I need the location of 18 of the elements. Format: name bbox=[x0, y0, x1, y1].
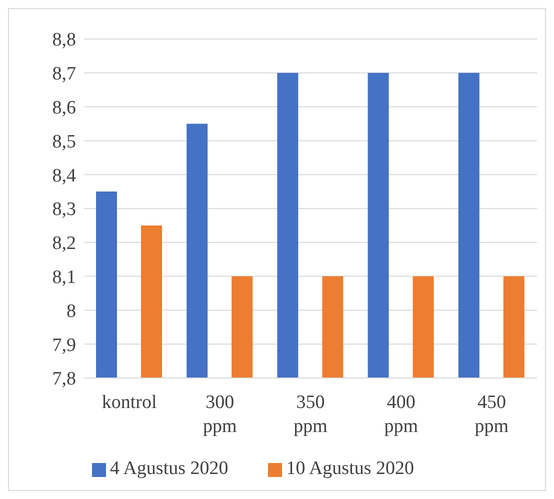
legend-label: 4 Agustus 2020 bbox=[110, 458, 228, 479]
y-tick-label: 8,5 bbox=[52, 131, 76, 152]
x-tick-label: 350 ppm bbox=[294, 392, 328, 437]
y-tick-label: 8,3 bbox=[52, 199, 76, 220]
y-tick-label: 8,7 bbox=[52, 64, 76, 85]
x-tick-label: 450 ppm bbox=[474, 392, 509, 437]
y-tick-label: 8,2 bbox=[52, 233, 76, 254]
y-tick-label: 8,8 bbox=[52, 30, 76, 51]
x-tick-label: kontrol bbox=[102, 392, 157, 413]
legend-label: 10 Agustus 2020 bbox=[286, 458, 414, 479]
x-tick-label: 400 ppm bbox=[384, 392, 418, 437]
y-tick-label: 8 bbox=[66, 300, 76, 322]
y-tick-label: 8,6 bbox=[52, 98, 76, 119]
y-tick-label: 8,1 bbox=[52, 267, 76, 288]
y-tick-label: 7,9 bbox=[52, 334, 76, 356]
x-tick-label: 300 ppm bbox=[203, 392, 238, 437]
y-tick-label: 8,4 bbox=[52, 165, 76, 186]
y-tick-label: 7,8 bbox=[52, 368, 76, 390]
